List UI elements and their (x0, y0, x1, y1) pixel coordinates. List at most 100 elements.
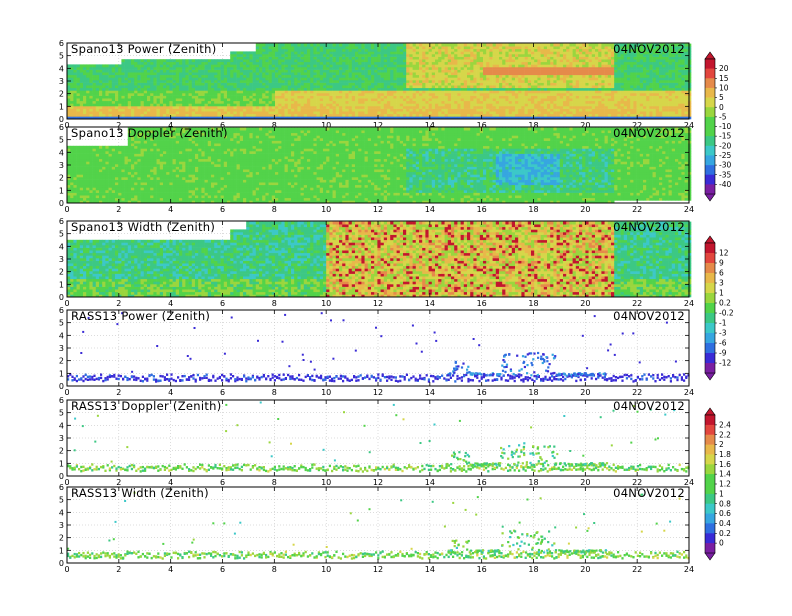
heatmap-cell (512, 44, 516, 47)
heatmap-cell (285, 75, 289, 78)
heatmap-cell (416, 106, 420, 109)
heatmap-cell (201, 93, 205, 96)
heatmap-cell (451, 106, 455, 109)
heatmap-cell (387, 80, 391, 83)
heatmap-cell (333, 72, 337, 75)
heatmap-cell (262, 59, 266, 62)
heatmap-cell (454, 70, 458, 73)
heatmap-cell (93, 101, 97, 104)
heatmap-cell (496, 114, 500, 117)
heatmap-cell (432, 59, 436, 62)
heatmap-cell (627, 98, 631, 101)
heatmap-cell (333, 85, 337, 88)
heatmap-cell (614, 72, 618, 75)
heatmap-cell (333, 98, 337, 101)
heatmap-cell (435, 44, 439, 47)
heatmap-cell (502, 80, 506, 83)
heatmap-cell (99, 90, 103, 93)
heatmap-cell (531, 64, 535, 67)
heatmap-cell (93, 67, 97, 70)
heatmap-cell (592, 101, 596, 104)
heatmap-cell (89, 103, 93, 106)
heatmap-cell (342, 75, 346, 78)
heatmap-cell (374, 67, 378, 70)
heatmap-cell (269, 85, 273, 88)
heatmap-cell (403, 96, 407, 99)
heatmap-cell (611, 85, 615, 88)
heatmap-cell (265, 98, 269, 101)
heatmap-cell (160, 67, 164, 70)
heatmap-cell (137, 90, 141, 93)
heatmap-cell (387, 98, 391, 101)
heatmap-cell (109, 90, 113, 93)
heatmap-cell (246, 51, 250, 54)
heatmap-cell (489, 70, 493, 73)
heatmap-cell (349, 77, 353, 80)
heatmap-cell (512, 93, 516, 96)
heatmap-cell (406, 72, 410, 75)
heatmap-cell (630, 72, 634, 75)
heatmap-cell (384, 101, 388, 104)
heatmap-cell (483, 46, 487, 49)
heatmap-cell (445, 111, 449, 114)
heatmap-cell (288, 72, 292, 75)
heatmap-cell (205, 62, 209, 65)
heatmap-cell (566, 106, 570, 109)
heatmap-cell (531, 109, 535, 112)
heatmap-cell (163, 77, 167, 80)
heatmap-cell (387, 85, 391, 88)
heatmap-cell (368, 64, 372, 67)
heatmap-cell (195, 64, 199, 67)
heatmap-cell (569, 93, 573, 96)
heatmap-cell (592, 93, 596, 96)
heatmap-cell (502, 77, 506, 80)
heatmap-cell (304, 90, 308, 93)
heatmap-cell (217, 77, 221, 80)
heatmap-cell (281, 49, 285, 52)
heatmap-cell (493, 67, 497, 70)
heatmap-cell (192, 114, 196, 117)
heatmap-cell (294, 46, 298, 49)
heatmap-cell (499, 49, 503, 52)
heatmap-cell (285, 96, 289, 99)
heatmap-cell (179, 106, 183, 109)
heatmap-cell (278, 103, 282, 106)
heatmap-cell (297, 111, 301, 114)
heatmap-cell (563, 96, 567, 99)
heatmap-cell (461, 70, 465, 73)
heatmap-cell (611, 80, 615, 83)
heatmap-cell (153, 96, 157, 99)
heatmap-cell (313, 114, 317, 117)
heatmap-cell (422, 64, 426, 67)
heatmap-cell (553, 62, 557, 65)
heatmap-cell (544, 83, 548, 86)
heatmap-cell (169, 77, 173, 80)
heatmap-cell (477, 70, 481, 73)
heatmap-cell (67, 90, 71, 93)
heatmap-cell (336, 80, 340, 83)
heatmap-cell (336, 111, 340, 114)
heatmap-cell (390, 72, 394, 75)
heatmap-cell (400, 77, 404, 80)
heatmap-cell (243, 77, 247, 80)
heatmap-cell (374, 59, 378, 62)
heatmap-cell (86, 72, 90, 75)
heatmap-cell (192, 93, 196, 96)
heatmap-cell (509, 103, 512, 106)
heatmap-cell (611, 64, 615, 67)
heatmap-cell (397, 46, 401, 49)
heatmap-cell (313, 101, 317, 104)
heatmap-cell (454, 106, 458, 109)
heatmap-cell (144, 72, 148, 75)
heatmap-cell (550, 72, 554, 75)
heatmap-cell (397, 51, 401, 54)
heatmap-cell (400, 93, 404, 96)
heatmap-cell (246, 67, 250, 70)
heatmap-cell (614, 106, 618, 109)
heatmap-cell (432, 64, 436, 67)
heatmap-cell (137, 101, 141, 104)
heatmap-cell (144, 80, 148, 83)
heatmap-cell (573, 49, 577, 52)
heatmap-cell (483, 44, 487, 47)
heatmap-cell (86, 103, 90, 106)
